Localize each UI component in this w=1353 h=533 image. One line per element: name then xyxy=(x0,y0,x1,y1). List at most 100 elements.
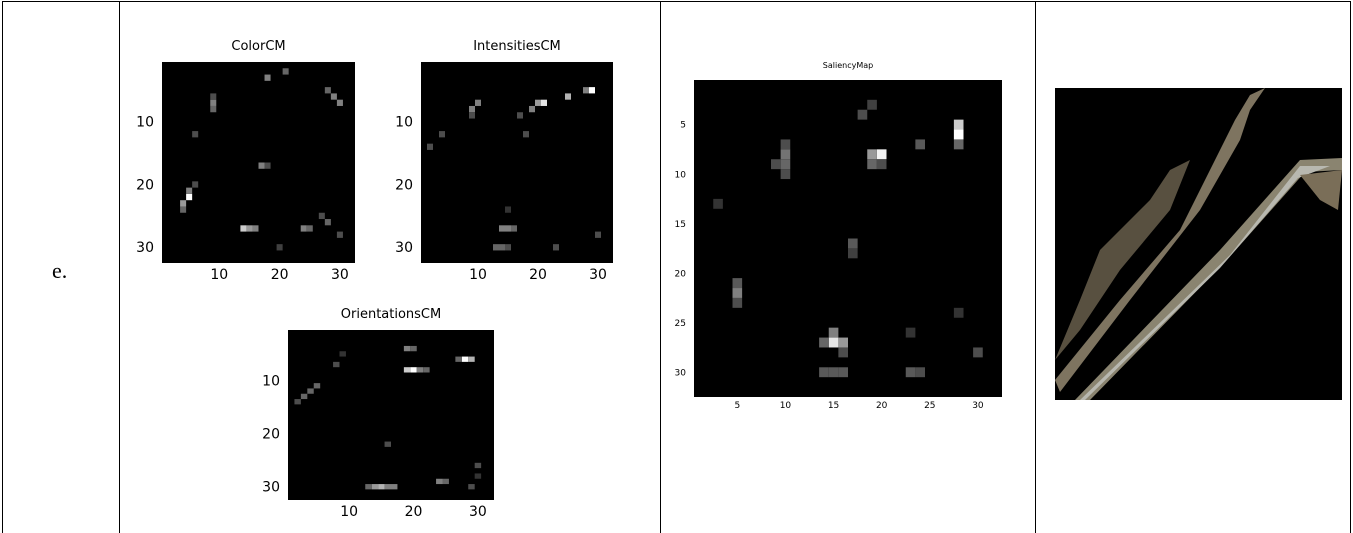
heat-cell xyxy=(391,484,398,490)
x-tick-label: 10 xyxy=(780,401,792,411)
heat-cell xyxy=(365,484,372,490)
y-tick-label: 10 xyxy=(395,115,413,131)
heat-cell xyxy=(300,393,308,400)
heat-cell xyxy=(210,105,217,113)
heat-cell xyxy=(517,112,523,119)
x-tick-label: 20 xyxy=(271,267,289,283)
heat-cell xyxy=(410,367,417,373)
heat-cell xyxy=(336,99,343,106)
heat-cell xyxy=(838,367,848,378)
heat-cell xyxy=(330,93,337,100)
heat-cell xyxy=(493,244,499,251)
heat-cell xyxy=(403,367,411,373)
heat-cell xyxy=(455,356,462,362)
heat-cell xyxy=(505,244,511,251)
heat-cell xyxy=(565,93,571,100)
heat-cell xyxy=(499,225,505,232)
heat-cell xyxy=(468,484,475,490)
heat-cell xyxy=(442,478,449,485)
x-tick-label: 10 xyxy=(469,267,487,283)
y-tick-label: 20 xyxy=(395,177,413,193)
y-tick-label: 30 xyxy=(395,240,413,256)
heat-cell xyxy=(318,212,325,220)
heat-cell xyxy=(474,473,482,479)
heat-cell xyxy=(828,337,839,348)
heat-cell xyxy=(828,367,839,378)
heat-cell xyxy=(333,361,340,368)
x-tick-label: 20 xyxy=(529,267,547,283)
heat-cell xyxy=(475,99,481,106)
heat-cell xyxy=(838,347,848,358)
heat-cell xyxy=(264,74,271,81)
y-tick-label: 10 xyxy=(675,170,687,180)
heat-cell xyxy=(876,149,887,160)
heat-cell xyxy=(282,68,289,75)
heat-cell xyxy=(339,351,346,357)
heat-cell xyxy=(469,105,475,113)
heatmap-panel: OrientationsCM 10 20 30 10 20 30 xyxy=(262,307,494,520)
x-tick-label: 30 xyxy=(589,267,607,283)
y-tick-label: 20 xyxy=(262,426,280,442)
aerial-photo xyxy=(1055,88,1342,400)
heat-cell xyxy=(246,225,253,232)
heat-cell xyxy=(595,231,601,238)
heat-cell xyxy=(780,139,791,150)
heat-cell xyxy=(294,399,301,405)
heat-cell xyxy=(732,297,743,308)
heat-cell xyxy=(915,139,925,150)
heat-cell xyxy=(336,231,343,238)
heat-cell xyxy=(713,198,723,209)
heat-cell xyxy=(876,159,887,170)
heat-cell xyxy=(186,193,193,201)
x-tick-label: 10 xyxy=(210,267,228,283)
heat-cell xyxy=(505,206,511,213)
heatmap-panel: ColorCM 10 20 30 10 20 30 xyxy=(136,39,355,283)
y-tick-label: 25 xyxy=(675,319,686,329)
y-tick-label: 20 xyxy=(136,177,154,193)
x-tick-label: 30 xyxy=(972,401,984,411)
heat-cell xyxy=(953,307,964,318)
heat-cell xyxy=(523,131,529,138)
y-tick-label: 30 xyxy=(262,480,280,496)
x-tick-label: 30 xyxy=(331,267,349,283)
heat-cell xyxy=(276,244,283,251)
heat-cell xyxy=(384,484,391,490)
x-tick-label: 10 xyxy=(340,504,358,520)
heatmap-panel: IntensitiesCM 10 20 30 10 20 30 xyxy=(395,39,613,283)
heat-cell xyxy=(468,356,475,362)
heat-cell xyxy=(732,278,743,289)
heat-cell xyxy=(423,367,430,373)
y-tick-label: 10 xyxy=(136,115,154,131)
heat-cell xyxy=(427,143,433,150)
heat-cell xyxy=(180,200,187,207)
heat-cell xyxy=(953,139,964,150)
heat-cell xyxy=(905,327,916,338)
heat-cell xyxy=(973,347,983,358)
heat-cell xyxy=(848,248,858,259)
heat-cell xyxy=(511,225,517,232)
panel-title: OrientationsCM xyxy=(341,307,441,322)
heat-cell xyxy=(186,187,193,194)
heat-cell xyxy=(583,87,589,94)
heat-cell xyxy=(474,462,482,469)
heat-cell xyxy=(264,162,271,169)
x-tick-label: 20 xyxy=(876,401,888,411)
heat-cell xyxy=(828,327,839,338)
heat-cell xyxy=(461,356,469,362)
heat-cell xyxy=(953,119,964,130)
heat-cell xyxy=(210,93,217,100)
panel-title: IntensitiesCM xyxy=(473,39,561,54)
heat-cell xyxy=(819,337,829,348)
heat-cell xyxy=(867,149,877,160)
heat-cell xyxy=(589,87,595,94)
heat-cell xyxy=(324,219,331,226)
x-tick-label: 30 xyxy=(469,504,487,520)
y-tick-label: 10 xyxy=(262,373,280,389)
heat-cell xyxy=(771,159,781,170)
heat-cell xyxy=(469,112,475,119)
heat-cell xyxy=(416,367,424,373)
heat-cell xyxy=(780,169,791,180)
heat-cell xyxy=(403,345,411,352)
